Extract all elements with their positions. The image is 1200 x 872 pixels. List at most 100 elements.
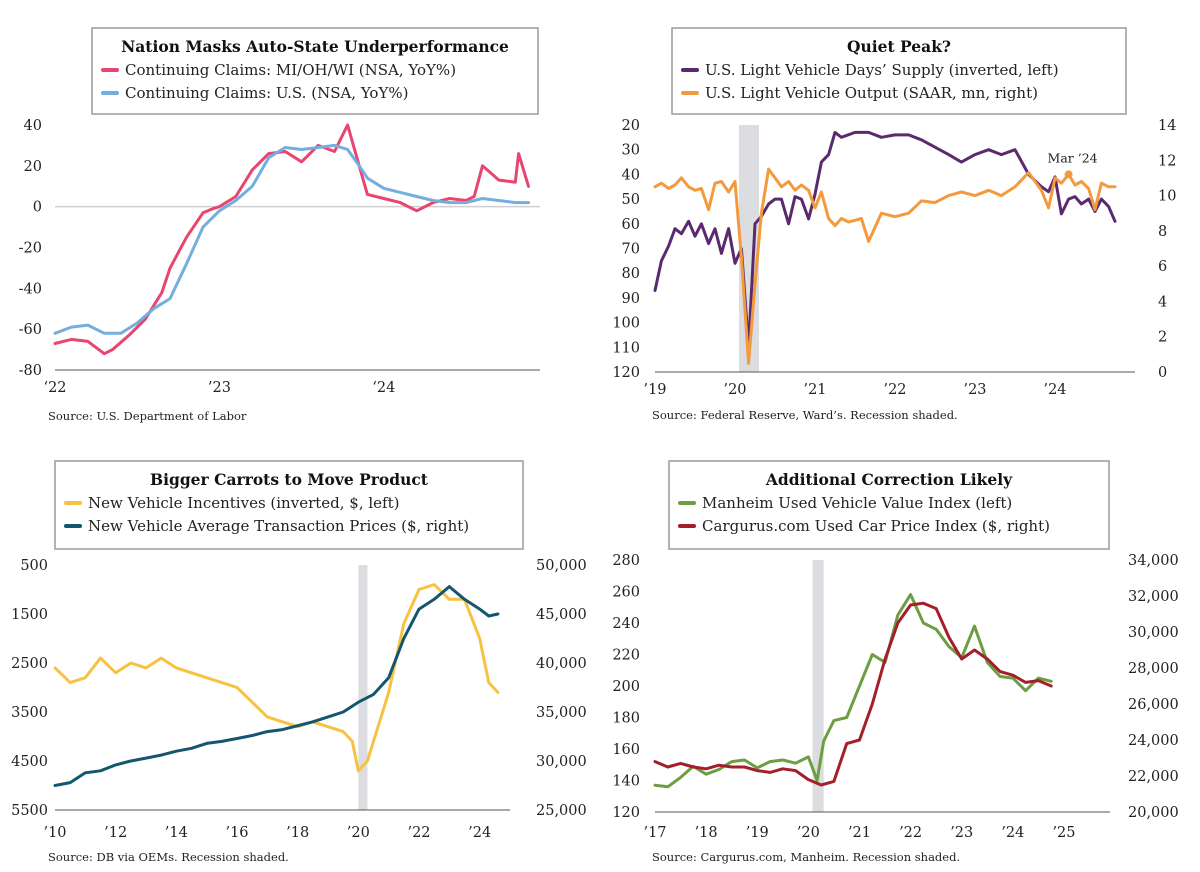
left-tick-label: 90 [622, 291, 640, 307]
left-tick-label: 120 [612, 365, 640, 381]
legend-box [668, 460, 1110, 550]
right-tick-label: 28,000 [1128, 661, 1179, 677]
series-line-2 [653, 601, 1053, 787]
x-tick-label: ’22 [883, 382, 906, 398]
left-tick-label: 160 [612, 742, 640, 758]
left-tick-label: -80 [19, 363, 42, 379]
x-tick-label: ’22 [899, 825, 922, 841]
legend-entry-2: Continuing Claims: U.S. (NSA, YoY%) [125, 84, 408, 102]
source-note: Source: DB via OEMs. Recession shaded. [48, 850, 289, 864]
left-tick-label: 40 [24, 118, 42, 134]
x-tick-label: ‘22 [43, 380, 66, 396]
chart-panel-4: 280 260 240 220 200 180 160 140 120 34,000 32,000 3… [612, 460, 1179, 864]
right-tick-label: 30,000 [1128, 625, 1179, 641]
series-line-1 [653, 130, 1117, 349]
right-tick-label: 45,000 [536, 607, 587, 623]
left-tick-label: 4500 [11, 754, 48, 770]
left-tick-label: 140 [612, 774, 640, 790]
x-tick-label: ’25 [1052, 825, 1075, 841]
chart-panel-3: 500 1500 2500 3500 4500 5500 50,000 45,000 40,00… [11, 460, 587, 864]
right-tick-label: 14 [1158, 118, 1176, 134]
chart-title: Quiet Peak? [847, 37, 951, 56]
x-tick-label: ’17 [643, 825, 666, 841]
x-tick-label: ’19 [746, 825, 769, 841]
x-tick-label: ’23 [963, 382, 986, 398]
right-tick-label: 4 [1158, 294, 1167, 310]
chart-panel-1: 40 20 0 -20 -40 -60 -80‘22 ’23 ‘24 Nation Masks A… [19, 27, 540, 423]
x-tick-label: ’18 [695, 825, 718, 841]
right-tick-label: 34,000 [1128, 553, 1179, 569]
right-tick-label: 50,000 [536, 558, 587, 574]
left-tick-label: -60 [19, 322, 42, 338]
x-tick-label: ’23 [950, 825, 973, 841]
left-tick-label: 1500 [11, 607, 48, 623]
right-tick-label: 6 [1158, 259, 1167, 275]
left-tick-label: -40 [19, 281, 42, 297]
left-tick-label: 20 [24, 159, 42, 175]
legend-entry-1: New Vehicle Incentives (inverted, $, lef… [88, 494, 399, 512]
left-tick-label: 280 [612, 553, 640, 569]
x-tick-label: ’16 [225, 825, 248, 841]
legend-entry-1: U.S. Light Vehicle Days’ Supply (inverte… [705, 61, 1059, 79]
left-tick-label: 500 [20, 558, 48, 574]
x-tick-label: ’24 [468, 825, 491, 841]
left-tick-label: 3500 [11, 705, 48, 721]
right-tick-label: 40,000 [536, 656, 587, 672]
chart-title: Bigger Carrots to Move Product [150, 470, 429, 489]
left-tick-label: 240 [612, 616, 640, 632]
left-tick-label: 60 [622, 217, 640, 233]
right-tick-label: 20,000 [1128, 805, 1179, 821]
chart-panel-2: Mar ’24203040506070809010011012014121086… [612, 27, 1176, 422]
series-line-1 [53, 583, 500, 773]
left-tick-label: 200 [612, 679, 640, 695]
right-tick-label: 32,000 [1128, 589, 1179, 605]
right-tick-label: 22,000 [1128, 769, 1179, 785]
legend-entry-2: Cargurus.com Used Car Price Index ($, ri… [702, 517, 1050, 535]
left-tick-label: 220 [612, 648, 640, 664]
legend-entry-1: Continuing Claims: MI/OH/WI (NSA, YoY%) [125, 61, 456, 79]
left-tick-label: 0 [33, 200, 42, 216]
x-tick-label: ‘24 [372, 380, 395, 396]
left-tick-label: 80 [622, 266, 640, 282]
right-tick-label: 2 [1158, 330, 1167, 346]
left-tick-label: 40 [622, 167, 640, 183]
x-tick-label: ’21 [848, 825, 871, 841]
x-tick-label: ’20 [723, 382, 746, 398]
source-note: Source: Federal Reserve, Ward’s. Recessi… [652, 408, 958, 422]
annotation-point [1064, 170, 1073, 179]
left-tick-label: 110 [612, 340, 640, 356]
chart-title: Nation Masks Auto-State Underperformance [121, 37, 509, 56]
right-tick-label: 8 [1158, 224, 1167, 240]
chart-title: Additional Correction Likely [765, 470, 1013, 489]
x-tick-label: ’14 [165, 825, 188, 841]
legend-entry-1: Manheim Used Vehicle Value Index (left) [702, 494, 1012, 512]
left-tick-label: -20 [19, 241, 42, 257]
x-tick-label: ’20 [797, 825, 820, 841]
legend-entry-2: U.S. Light Vehicle Output (SAAR, mn, rig… [705, 84, 1038, 102]
series-line-1 [53, 123, 530, 356]
series-line-2 [53, 143, 530, 335]
left-tick-label: 50 [622, 192, 640, 208]
x-tick-label: ’24 [1043, 382, 1066, 398]
x-tick-label: ’24 [1001, 825, 1024, 841]
left-tick-label: 120 [612, 805, 640, 821]
right-tick-label: 24,000 [1128, 733, 1179, 749]
series-line-1 [653, 593, 1053, 789]
right-tick-label: 10 [1158, 189, 1176, 205]
x-tick-label: ’23 [208, 380, 231, 396]
x-tick-label: ’21 [803, 382, 826, 398]
source-note: Source: Cargurus.com, Manheim. Recession… [652, 850, 960, 864]
left-tick-label: 70 [622, 242, 640, 258]
left-tick-label: 20 [622, 118, 640, 134]
x-tick-label: ’19 [643, 382, 666, 398]
series-line-2 [53, 585, 500, 787]
right-tick-label: 12 [1158, 153, 1176, 169]
x-tick-label: ’20 [347, 825, 370, 841]
x-tick-label: ’10 [43, 825, 66, 841]
legend-box [91, 27, 539, 115]
x-tick-label: ’12 [104, 825, 127, 841]
right-tick-label: 35,000 [536, 705, 587, 721]
left-tick-label: 100 [612, 316, 640, 332]
x-tick-label: ’22 [407, 825, 430, 841]
